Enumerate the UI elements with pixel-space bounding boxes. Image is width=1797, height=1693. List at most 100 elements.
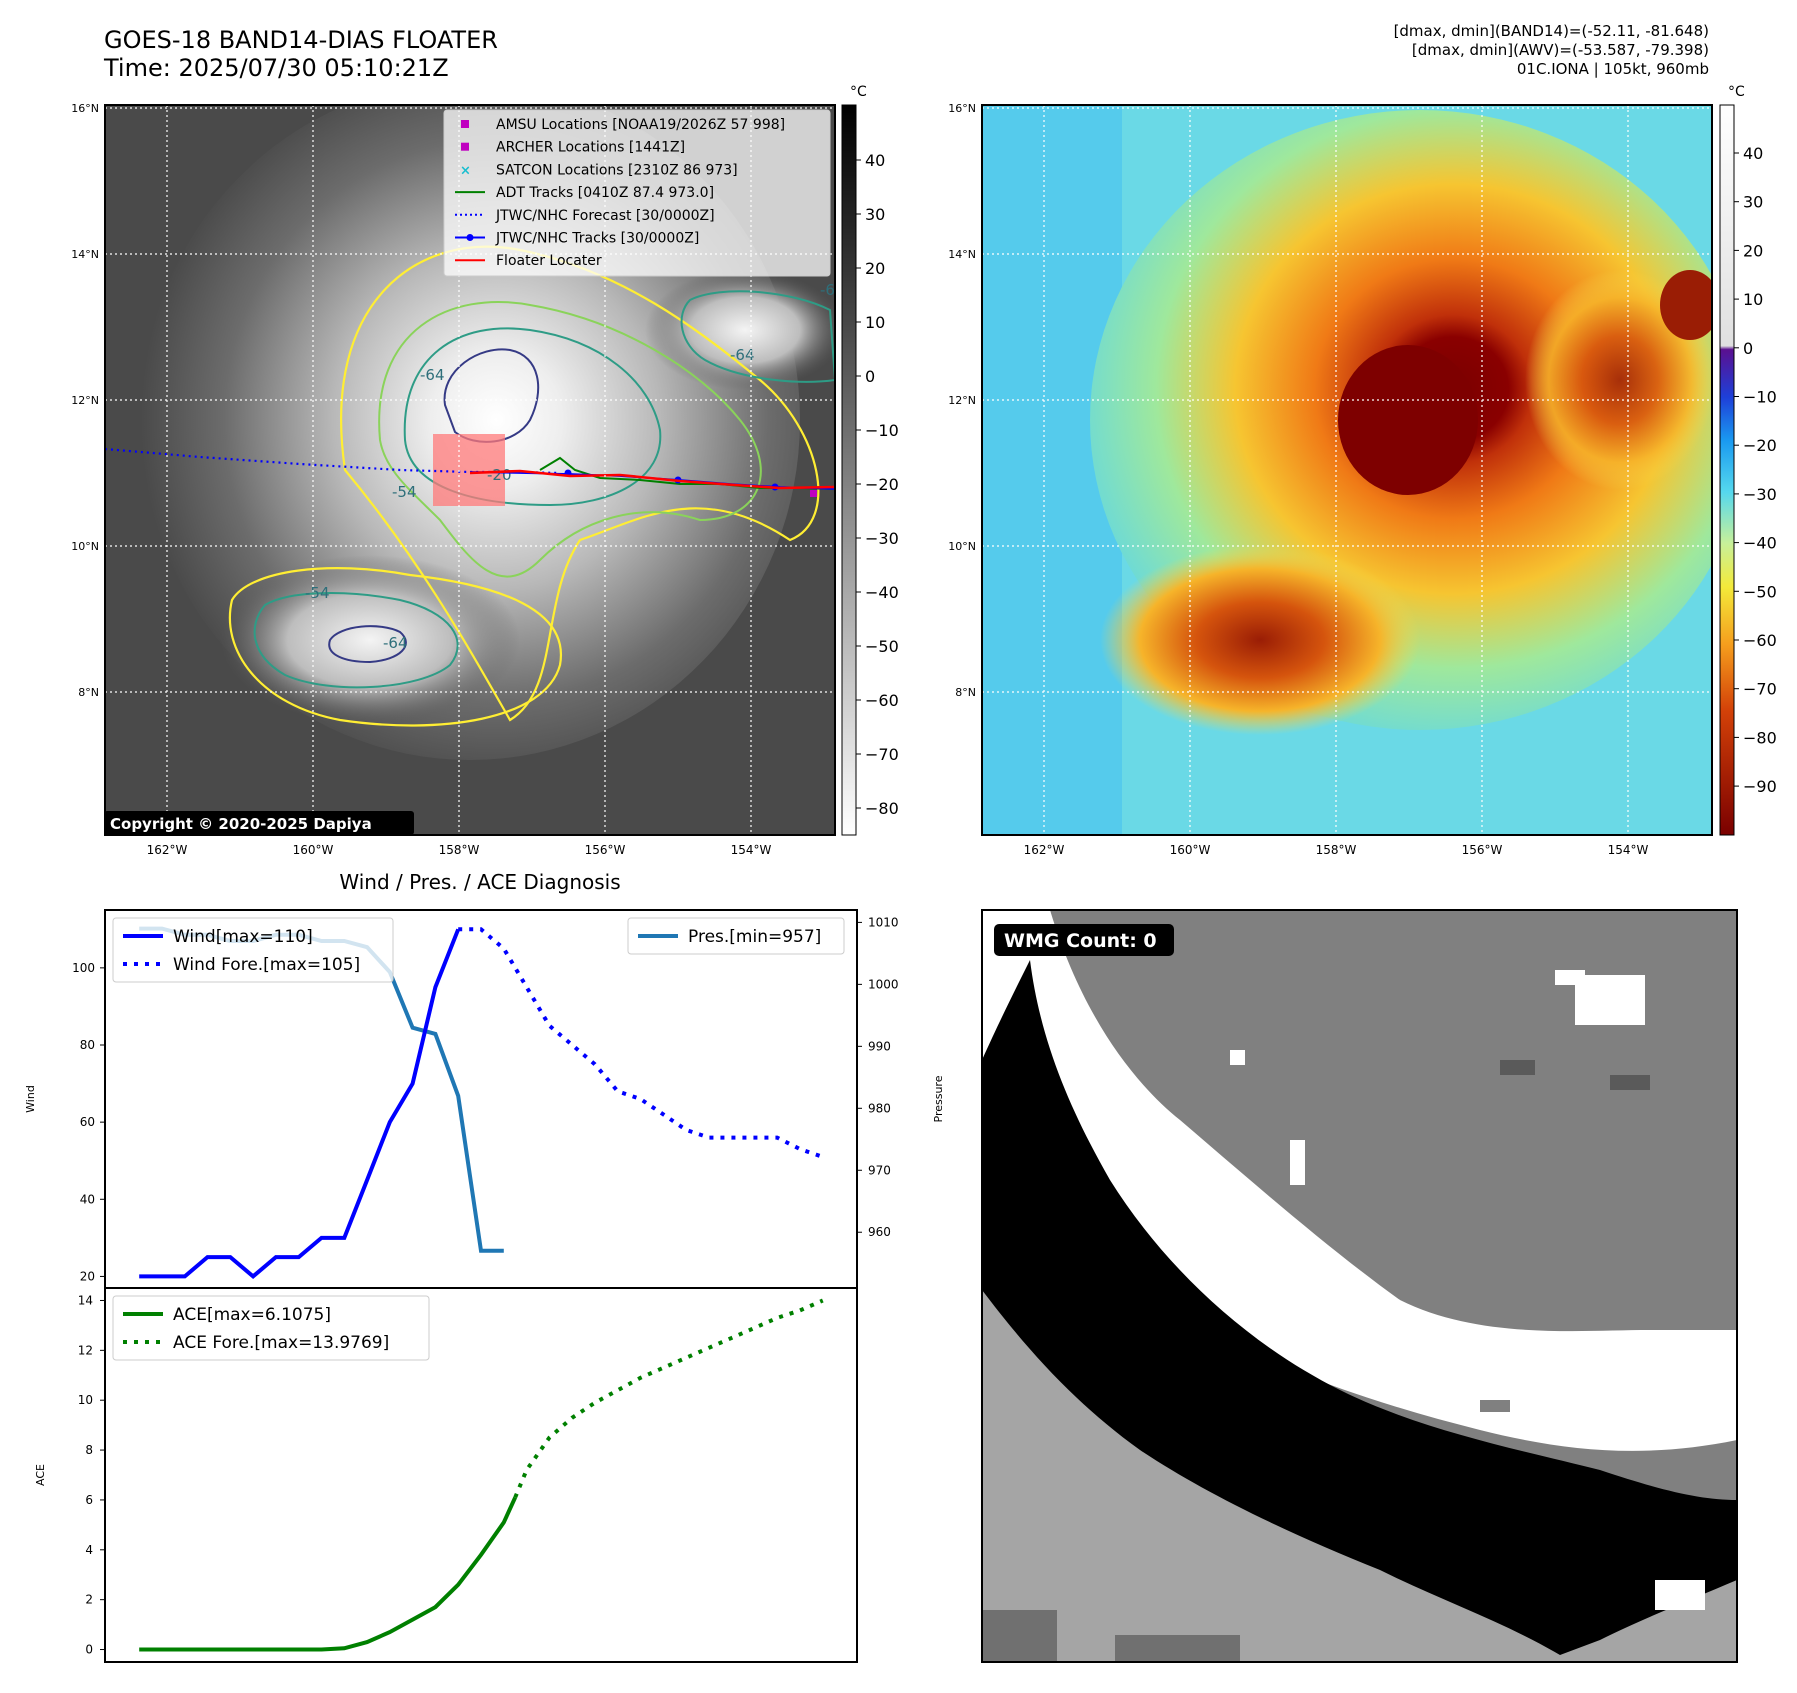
stats-band14: [dmax, dmin](BAND14)=(-52.11, -81.648) — [1393, 22, 1709, 40]
wind-ytick-label: 100 — [72, 961, 95, 975]
ace-ytick-label: 8 — [85, 1443, 93, 1457]
wmg-white-patch — [1290, 1140, 1305, 1185]
ace-ytick-label: 14 — [78, 1293, 93, 1307]
pressure-ytick-label: 980 — [868, 1101, 891, 1115]
ace-forecast-line — [513, 1298, 824, 1499]
colorbar-tick-label: −20 — [865, 475, 899, 494]
colorbar-tick-label: 0 — [865, 367, 875, 386]
colorbar-tick-label: −10 — [865, 421, 899, 440]
wmg-count-text: WMG Count: 0 — [1004, 930, 1157, 952]
pressure-ytick-label: 960 — [868, 1225, 891, 1239]
wv-colorbar-ticks: 40 30 20 10 0 −10 −20 −30 −40 −50 −60 −70 −80 −90 — [1734, 144, 1777, 796]
title-line-1: GOES-18 BAND14-DIAS FLOATER — [104, 26, 498, 54]
colorbar-tick-label: −30 — [865, 529, 899, 548]
legend-label: ADT Tracks [0410Z 87.4 973.0] — [496, 185, 714, 201]
ir-contour-teal-east — [680, 290, 835, 383]
wmg-count-badge — [994, 924, 1174, 956]
stats-block: [dmax, dmin](BAND14)=(-52.11, -81.648) [… — [1394, 22, 1709, 79]
ace-ytick-label: 4 — [85, 1543, 93, 1557]
floater-locater-box — [433, 434, 505, 506]
colorbar-tick-label: 20 — [1743, 241, 1763, 260]
pressure-ytick-label: 990 — [868, 1039, 891, 1053]
wmg-dark-patch — [982, 1610, 1057, 1662]
ir-colorbar — [841, 104, 857, 836]
legend-label: ARCHER Locations [1441Z] — [496, 140, 685, 156]
ir-contour-label: -20 — [487, 466, 512, 484]
lon-tick-label: 162°W — [147, 843, 188, 857]
pressure-ytick-label: 970 — [868, 1163, 891, 1177]
lon-tick-label: 158°W — [439, 843, 480, 857]
lat-tick-label: 8°N — [78, 686, 99, 699]
ir-contour-label: -64 — [730, 346, 755, 364]
ir-contour-core-south — [328, 625, 407, 664]
ir-axis-ticks: 16°N 14°N 12°N 10°N 8°N 162°W 160°W 158°W 156°W 1… — [71, 102, 771, 857]
colorbar-tick-label: 30 — [865, 205, 885, 224]
ir-contour-yellow-south — [228, 567, 563, 727]
ir-contour-label: -64 — [420, 366, 445, 384]
ir-contour-teal-south — [253, 592, 459, 689]
pressure-ylabel: Pressure — [932, 1075, 945, 1122]
colorbar-tick-label: 0 — [1743, 339, 1753, 358]
ir-southern-band — [220, 555, 520, 725]
legend-label: Floater Locater — [496, 253, 602, 269]
ir-contour-label: -64 — [383, 634, 408, 652]
floater-locater-line — [469, 469, 835, 490]
ace-ytick-label: 10 — [78, 1393, 93, 1407]
lon-tick-label: 156°W — [585, 843, 626, 857]
legend-label: JTWC/NHC Forecast [30/0000Z] — [495, 208, 715, 224]
legend-label: Pres.[min=957] — [688, 927, 821, 947]
wv-eye-region — [1338, 345, 1478, 495]
ace-series — [139, 1298, 824, 1652]
ir-frame — [104, 104, 836, 836]
wmg-white-patch — [1230, 1050, 1245, 1065]
colorbar-tick-label: 30 — [1743, 193, 1763, 212]
ace-ytick-label: 2 — [85, 1593, 93, 1607]
wmg-dark-patch — [1500, 1060, 1535, 1075]
wmg-white-patch — [1655, 1580, 1705, 1610]
wv-eastern-band — [1525, 270, 1712, 490]
ace-line — [139, 1496, 518, 1652]
wind-ytick-label: 60 — [80, 1115, 95, 1129]
title-line-2: Time: 2025/07/30 05:10:21Z — [104, 54, 449, 82]
legend-label: ACE Fore.[max=13.9769] — [173, 1333, 389, 1353]
wv-axis-ticks: 16°N 14°N 12°N 10°N 8°N 162°W 160°W 158°W 156°W 1… — [948, 102, 1648, 857]
ace-ytick-label: 6 — [85, 1493, 93, 1507]
legend-label: ACE[max=6.1075] — [173, 1305, 331, 1325]
colorbar-tick-label: −40 — [865, 583, 899, 602]
legend-label: AMSU Locations [NOAA19/2026Z 57 998] — [496, 117, 785, 133]
pressure-ytick-label: 1000 — [868, 977, 899, 991]
ir-contour-label: -54 — [392, 483, 417, 501]
wv-colorbar-unit: °C — [1728, 84, 1745, 100]
lon-tick-label: 160°W — [1170, 843, 1211, 857]
legend-label: Wind[max=110] — [173, 927, 313, 947]
ace-ytick-label: 12 — [78, 1343, 93, 1357]
legend-label: Wind Fore.[max=105] — [173, 955, 360, 975]
ace-ytick-label: 0 — [85, 1643, 93, 1657]
ir-colorbar-unit: °C — [850, 84, 867, 100]
amsu-location-marker — [810, 490, 817, 497]
legend-square-marker — [461, 120, 469, 128]
wv-map-panel: °C 403020100−10−20−30−40−50−60−70−80−90 … — [948, 84, 1777, 857]
colorbar-tick-label: −80 — [1743, 728, 1777, 747]
colorbar-tick-label: −50 — [1743, 582, 1777, 601]
legend-dot-marker — [466, 234, 474, 241]
lat-tick-label: 14°N — [948, 248, 976, 261]
lon-tick-label: 160°W — [293, 843, 334, 857]
ace-legend: ACE[max=6.1075] ACE Fore.[max=13.9769] — [112, 1295, 430, 1361]
legend-box — [112, 917, 394, 983]
wmg-black-band — [982, 960, 1737, 1655]
ir-legend: AMSU Locations [NOAA19/2026Z 57 998] ARCH… — [455, 117, 785, 269]
colorbar-tick-label: −80 — [865, 799, 899, 818]
ace-ylabel: ACE — [34, 1464, 47, 1486]
colorbar-tick-label: 10 — [1743, 290, 1763, 309]
ir-colorbar-ticks: 40 30 20 10 0 −10 −20 −30 −40 −50 −60 −70 −80 — [856, 151, 899, 818]
lon-tick-label: 158°W — [1316, 843, 1357, 857]
lat-tick-label: 10°N — [71, 540, 99, 553]
ir-contour-green — [378, 301, 762, 578]
colorbar-tick-label: −30 — [1743, 485, 1777, 504]
wmg-frame — [981, 909, 1738, 1663]
diagnosis-title: Wind / Pres. / ACE Diagnosis — [339, 870, 620, 894]
wind-legend: Wind[max=110] Wind Fore.[max=105] — [112, 917, 394, 983]
wind-ytick-label: 80 — [80, 1038, 95, 1052]
